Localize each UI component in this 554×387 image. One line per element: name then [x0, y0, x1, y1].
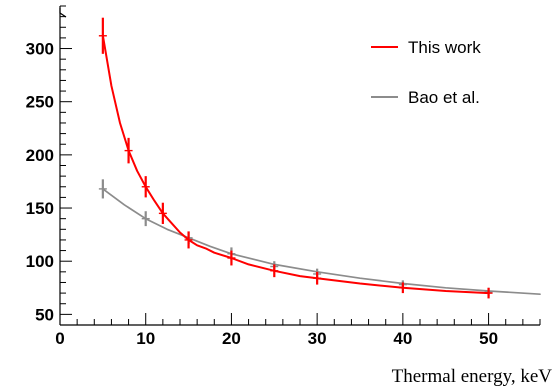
y-tick-label: 100	[26, 252, 54, 271]
legend: This work Bao et al.	[371, 38, 481, 107]
y-tick-label: 50	[35, 305, 54, 324]
y-tick-label: 250	[26, 93, 54, 112]
y-tick-label: 300	[26, 40, 54, 59]
x-tick-label: 0	[55, 329, 64, 348]
legend-label-this-work: This work	[408, 38, 481, 57]
x-axis-title: Thermal energy, keV	[392, 366, 553, 387]
y-tick-label: 150	[26, 199, 54, 218]
series-line-this-work	[101, 34, 490, 295]
y-tick-label: 200	[26, 146, 54, 165]
x-tick-label: 30	[308, 329, 327, 348]
x-tick-label: 50	[479, 329, 498, 348]
x-tick-label: 20	[222, 329, 241, 348]
legend-label-bao-et-al: Bao et al.	[408, 88, 480, 107]
series-line-bao-et-al	[102, 188, 541, 296]
corner-fragment	[59, 8, 67, 18]
x-tick-label: 40	[393, 329, 412, 348]
x-tick-label: 10	[136, 329, 155, 348]
